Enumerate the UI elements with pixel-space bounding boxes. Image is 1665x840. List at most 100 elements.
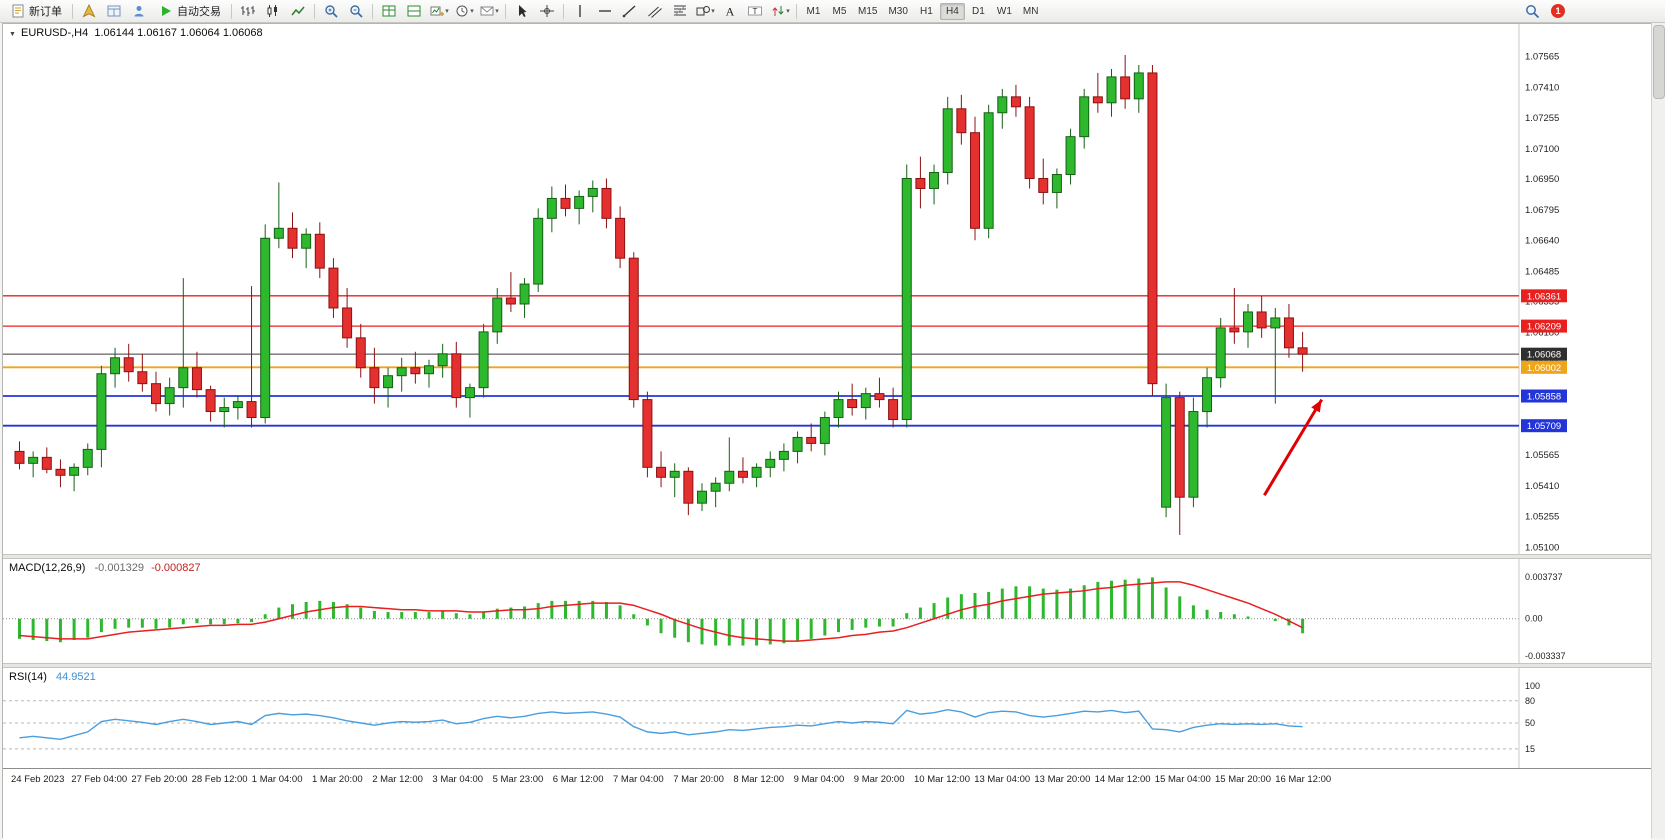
macd-main-value: -0.001329 (94, 562, 145, 574)
candle (478, 331, 489, 389)
svg-text:0.003737: 0.003737 (1525, 572, 1563, 582)
trendline-icon[interactable] (618, 1, 642, 21)
candle (383, 375, 394, 389)
svg-text:1.07410: 1.07410 (1525, 82, 1559, 93)
date-label: 8 Mar 12:00 (733, 774, 785, 785)
date-label: 1 Mar 20:00 (312, 774, 363, 785)
candles-series (14, 55, 1308, 536)
chart-title: ▼ EURUSD-,H4 1.06144 1.06167 1.06064 1.0… (9, 27, 263, 39)
indicators-icon[interactable] (377, 1, 401, 21)
vertical-scrollbar[interactable] (1651, 23, 1665, 838)
macd-pane[interactable]: MACD(12,26,9) -0.001329 -0.000827 0.0037… (3, 559, 1651, 663)
dropdown-arrow-icon: ▾ (495, 8, 499, 15)
date-label: 2 Mar 12:00 (372, 774, 423, 785)
macd-chart-svg[interactable]: 0.003737 0.00 -0.003337 (3, 559, 1649, 663)
candle (587, 187, 598, 197)
rsi-line (19, 708, 1303, 740)
date-label: 7 Mar 04:00 (613, 774, 664, 785)
date-axis[interactable]: 24 Feb 2023 27 Feb 04:00 27 Feb 20:00 28 Fe… (3, 768, 1651, 791)
shapes-icon[interactable]: ▾ (693, 1, 717, 21)
new-chart-icon[interactable]: ▾ (427, 1, 451, 21)
svg-text:0.00: 0.00 (1525, 614, 1543, 624)
zoom-out-icon[interactable] (344, 1, 368, 21)
svg-text:1.05565: 1.05565 (1525, 450, 1559, 461)
candle (970, 132, 980, 229)
timeframe-mn-button[interactable]: MN (1022, 5, 1039, 17)
toolbar-divider (314, 3, 315, 19)
hline-icon (597, 4, 613, 18)
price-pane[interactable]: ▼ EURUSD-,H4 1.06144 1.06167 1.06064 1.0… (3, 24, 1651, 554)
timeframe-h1-button[interactable]: H1 (920, 5, 933, 17)
text-icon[interactable]: A (718, 1, 742, 21)
candle (464, 387, 475, 399)
rsi-pane[interactable]: RSI(14) 44.9521 100 80 50 15 (3, 668, 1651, 768)
zoom-in-icon (323, 4, 339, 18)
rsi-chart-svg[interactable]: 100 80 50 15 (3, 668, 1649, 768)
candle (178, 367, 189, 389)
new-order-button[interactable]: 新订单 (4, 1, 68, 21)
svg-text:1.06485: 1.06485 (1525, 267, 1559, 278)
chart-ohlc-values: 1.06144 1.06167 1.06064 1.06068 (94, 27, 263, 39)
timeframe-m5-button[interactable]: M5 (832, 5, 847, 17)
candle (656, 466, 667, 478)
chart-window: ▼ EURUSD-,H4 1.06144 1.06167 1.06064 1.0… (2, 23, 1652, 840)
candle (328, 267, 339, 309)
pane-splitter[interactable] (3, 554, 1651, 559)
svg-text:80: 80 (1525, 696, 1535, 706)
horizontal-line-icon[interactable] (593, 1, 617, 21)
svg-text:A: A (726, 5, 735, 19)
cursor-icon[interactable] (510, 1, 534, 21)
search-icon[interactable] (1520, 1, 1544, 21)
notification-badge[interactable]: 1 (1551, 4, 1565, 18)
candle (724, 470, 735, 484)
candle (915, 178, 926, 189)
navigator-icon[interactable] (127, 1, 151, 21)
candle (778, 450, 789, 460)
candle (860, 393, 871, 409)
data-window-icon[interactable] (102, 1, 126, 21)
period-icon[interactable]: ▾ (452, 1, 476, 21)
date-label: 9 Mar 04:00 (793, 774, 845, 785)
timeframe-m1-button[interactable]: M1 (806, 5, 821, 17)
candlestick-chart-icon[interactable] (261, 1, 285, 21)
candle (1256, 311, 1267, 329)
market-watch-icon[interactable] (77, 1, 101, 21)
scrollbar-thumb[interactable] (1653, 25, 1665, 99)
toolbar-divider (505, 3, 506, 19)
autotrading-button[interactable]: 自动交易 (152, 1, 227, 21)
timeframe-d1-button[interactable]: D1 (972, 5, 985, 17)
timeframe-m15-button[interactable]: M15 (858, 5, 878, 17)
dropdown-arrow-icon: ▾ (470, 8, 474, 15)
line-chart-icon[interactable] (286, 1, 310, 21)
price-tag (1521, 389, 1567, 403)
candle (874, 393, 885, 401)
candle (710, 482, 721, 492)
candle (806, 436, 817, 444)
vertical-line-icon[interactable] (568, 1, 592, 21)
candle (151, 383, 161, 405)
timeframe-m30-button[interactable]: M30 (888, 5, 908, 17)
crosshair-icon[interactable] (535, 1, 559, 21)
new-order-icon (10, 4, 26, 18)
date-label: 27 Feb 04:00 (71, 774, 128, 785)
bar-chart-icon[interactable] (236, 1, 260, 21)
templates-icon[interactable]: ▾ (477, 1, 501, 21)
fibonacci-icon[interactable] (668, 1, 692, 21)
price-chart-svg[interactable]: 1.07565 1.07410 1.07255 1.07100 1.06950 1.067… (3, 24, 1649, 554)
text-label-icon[interactable]: T (743, 1, 767, 21)
toolbar-divider (72, 3, 73, 19)
svg-text:1.05255: 1.05255 (1525, 512, 1559, 523)
zoom-in-icon[interactable] (319, 1, 343, 21)
macd-signal-line (19, 581, 1303, 642)
candle (110, 357, 121, 375)
timeframe-h4-button[interactable]: H4 (939, 2, 965, 20)
arrows-icon[interactable]: ▾ (768, 1, 792, 21)
timeframe-group: M1 M5 M15 M30 H1 H4 D1 W1 MN (801, 2, 1043, 20)
equidistant-channel-icon[interactable] (643, 1, 667, 21)
tile-windows-icon[interactable] (402, 1, 426, 21)
toolbar-divider (372, 3, 373, 19)
date-label: 27 Feb 20:00 (131, 774, 188, 785)
pane-splitter[interactable] (3, 663, 1651, 668)
timeframe-w1-button[interactable]: W1 (996, 5, 1012, 17)
svg-text:1.06361: 1.06361 (1527, 291, 1561, 302)
